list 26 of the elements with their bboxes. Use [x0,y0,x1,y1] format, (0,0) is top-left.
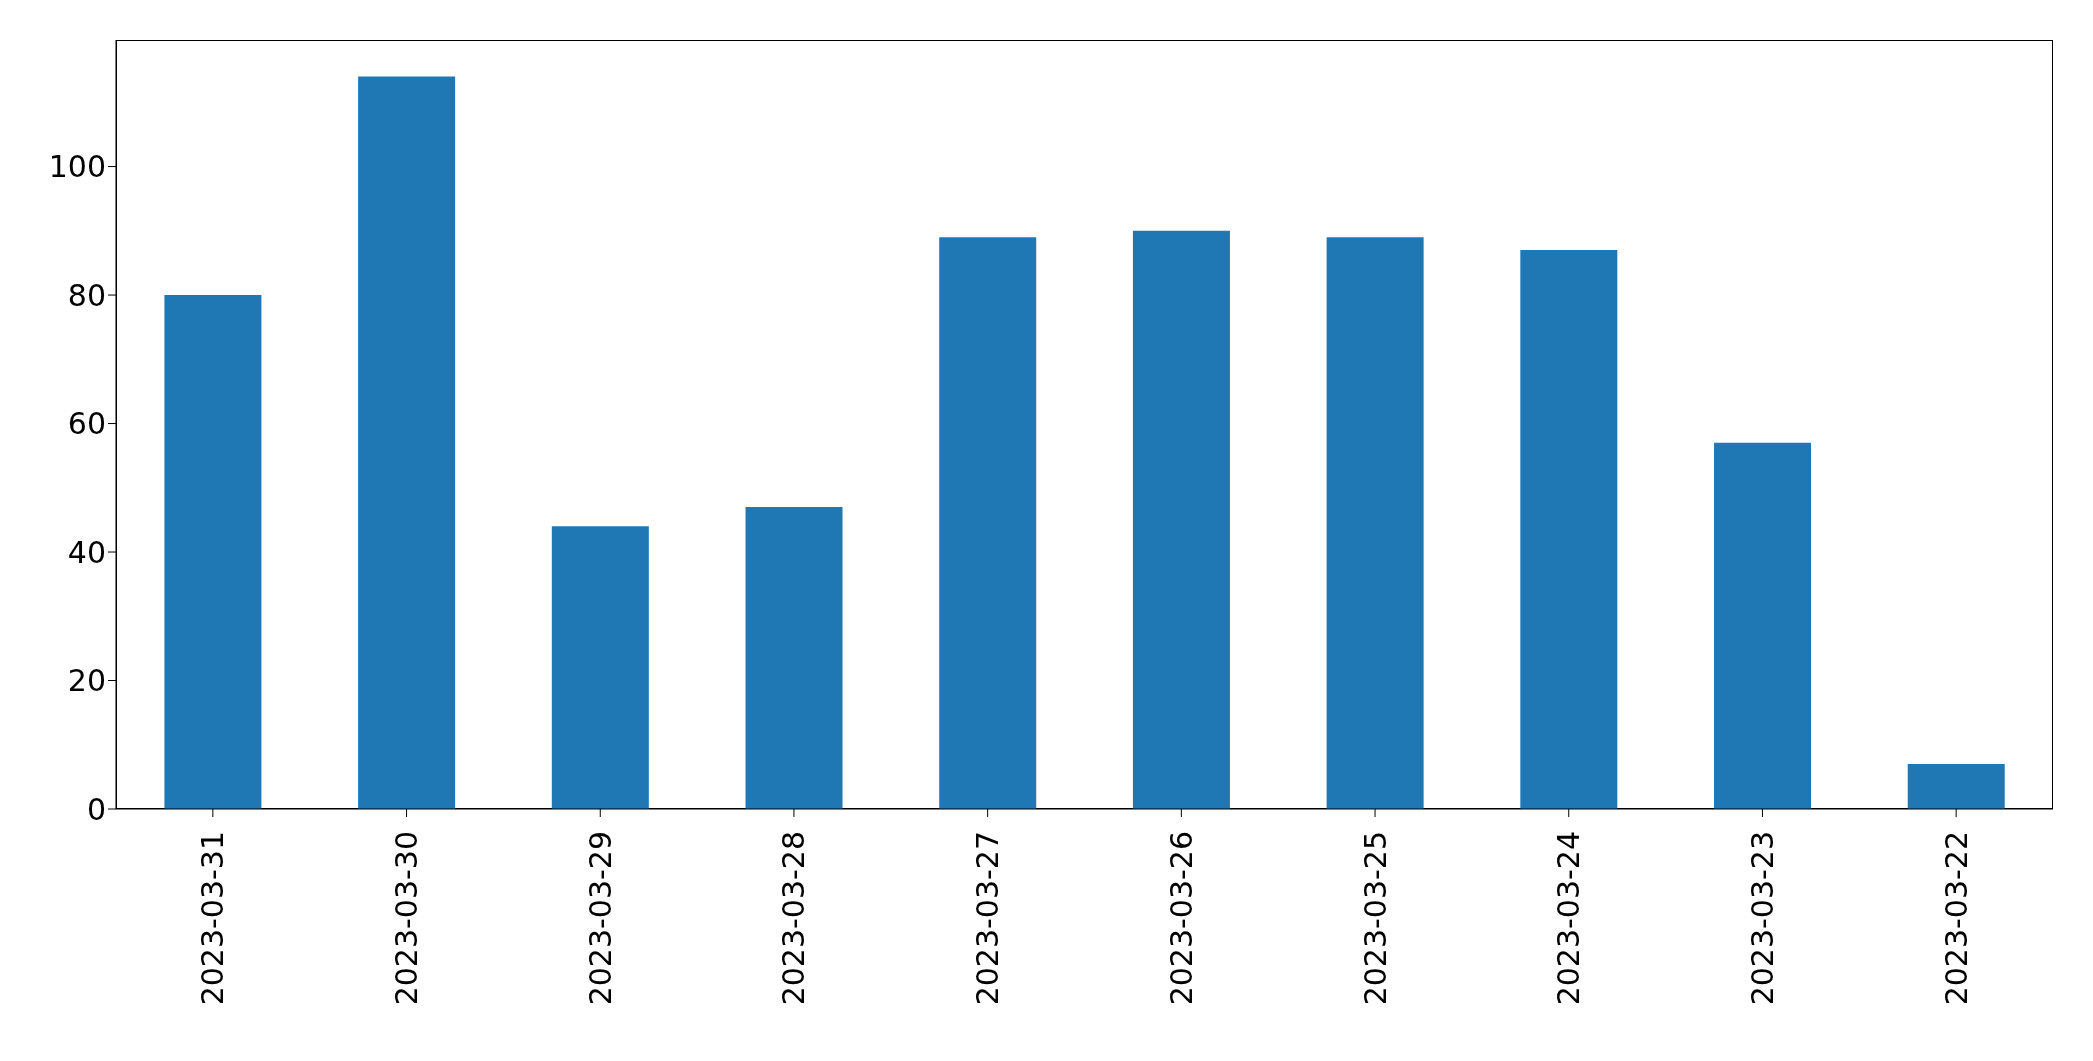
y-tick-label: 0 [86,791,106,827]
bar [745,507,843,809]
x-tick-label: 2023-03-28 [776,831,812,1006]
y-tick-label: 40 [67,534,106,570]
x-tick-label: 2023-03-29 [582,831,618,1006]
x-tick-label: 2023-03-24 [1551,831,1587,1006]
bar [939,237,1037,809]
x-tick-label: 2023-03-22 [1938,831,1974,1006]
y-tick-label: 60 [67,406,106,442]
x-tick-label: 2023-03-31 [195,831,231,1006]
y-tick-label: 20 [67,663,106,699]
bar [164,295,262,809]
x-tick-label: 2023-03-30 [389,831,425,1006]
bar [1132,230,1230,809]
x-tick-label: 2023-03-26 [1163,831,1199,1006]
bar [551,526,649,809]
y-tick-label: 100 [48,149,106,185]
bar [1520,250,1618,809]
bar [1326,237,1424,809]
bar [358,76,456,809]
bar [1907,764,2005,809]
x-tick-label: 2023-03-27 [970,831,1006,1006]
x-tick-label: 2023-03-25 [1357,831,1393,1006]
x-tick-label: 2023-03-23 [1744,831,1780,1006]
bar [1714,442,1812,809]
y-tick-label: 80 [67,277,106,313]
